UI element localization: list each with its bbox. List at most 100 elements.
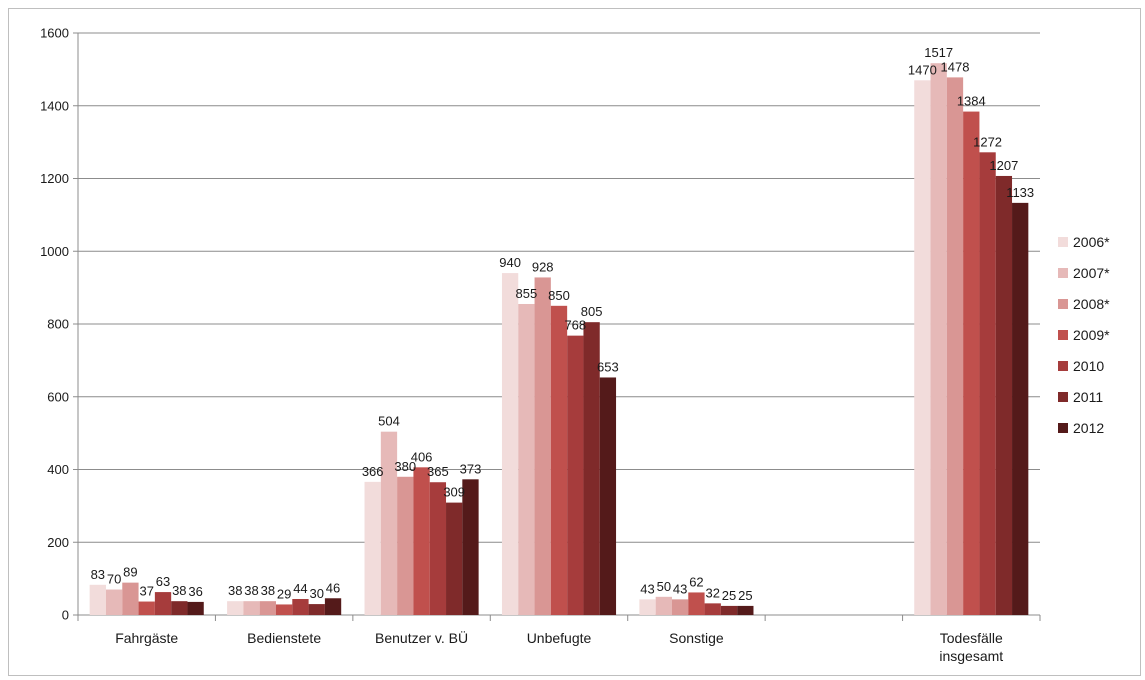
- chart-frame: [8, 8, 1141, 676]
- bar: [243, 601, 260, 615]
- data-label: 373: [460, 461, 482, 476]
- legend-swatch: [1058, 361, 1068, 371]
- legend-swatch: [1058, 392, 1068, 402]
- bar: [462, 479, 479, 615]
- legend: 2006* 2007* 2008* 2009* 2010 2011 2012: [1058, 234, 1110, 436]
- data-label: 38: [172, 583, 186, 598]
- data-label: 850: [548, 288, 570, 303]
- data-label: 37: [139, 584, 153, 599]
- legend-label: 2012: [1073, 420, 1104, 436]
- bar: [737, 605, 754, 615]
- data-label: 46: [326, 580, 340, 595]
- y-tick-label: 400: [47, 462, 69, 477]
- y-tick-label: 1200: [40, 171, 69, 186]
- bar: [446, 502, 463, 615]
- bars: [89, 63, 1029, 616]
- legend-swatch: [1058, 237, 1068, 247]
- data-label: 38: [228, 583, 242, 598]
- y-tick-label: 800: [47, 317, 69, 332]
- data-label: 43: [640, 581, 654, 596]
- data-label: 1207: [989, 158, 1018, 173]
- data-label: 406: [411, 449, 433, 464]
- data-label: 366: [362, 464, 384, 479]
- bar: [963, 111, 980, 615]
- bar: [567, 335, 584, 615]
- bar: [380, 431, 398, 615]
- y-tick-label: 600: [47, 389, 69, 404]
- bar: [655, 596, 672, 615]
- bar: [171, 601, 188, 615]
- legend-label: 2007*: [1073, 265, 1110, 281]
- legend-swatch: [1058, 299, 1068, 309]
- bar: [518, 303, 535, 615]
- data-label: 768: [564, 318, 586, 333]
- bar: [704, 603, 721, 615]
- bar: [720, 605, 738, 615]
- legend-swatch: [1058, 330, 1068, 340]
- bar: [397, 476, 414, 615]
- bar: [583, 322, 600, 615]
- bar: [429, 482, 447, 615]
- data-label: 1272: [973, 134, 1002, 149]
- gridlines: [78, 32, 1040, 543]
- bar: [979, 152, 996, 615]
- y-tick-label: 1400: [40, 98, 69, 113]
- bar: [187, 601, 204, 615]
- bar: [1012, 202, 1029, 615]
- data-label: 38: [244, 583, 258, 598]
- bar: [364, 481, 381, 615]
- legend-label: 2011: [1073, 389, 1103, 405]
- data-label: 1384: [957, 94, 986, 109]
- bar: [995, 175, 1013, 616]
- bar: [105, 589, 123, 615]
- bar: [930, 63, 947, 616]
- x-category-label: Benutzer v. BÜ: [375, 629, 468, 646]
- data-label: 25: [738, 588, 752, 603]
- x-category-label: Sonstige: [669, 630, 724, 646]
- legend-swatch: [1058, 423, 1068, 433]
- bar: [227, 601, 244, 615]
- data-label: 25: [722, 588, 736, 603]
- bar: [89, 584, 106, 615]
- legend-label: 2006*: [1073, 234, 1110, 250]
- data-label: 1517: [924, 45, 953, 60]
- y-tick-label: 1600: [40, 26, 69, 41]
- bar: [292, 598, 309, 615]
- data-label: 89: [123, 565, 137, 580]
- bar: [946, 77, 964, 615]
- legend-swatch: [1058, 268, 1068, 278]
- legend-label: 2010: [1073, 358, 1104, 374]
- data-label: 1478: [941, 59, 970, 74]
- data-label: 1133: [1006, 185, 1034, 200]
- y-tick-label: 0: [62, 608, 69, 623]
- bar: [324, 598, 342, 615]
- data-label: 38: [261, 583, 275, 598]
- bar: [671, 599, 689, 615]
- bar: [275, 604, 293, 615]
- data-label: 83: [91, 567, 105, 582]
- data-label: 62: [689, 574, 703, 589]
- data-label: 50: [657, 579, 671, 594]
- x-category-label: insgesamt: [939, 648, 1003, 664]
- bar: [534, 277, 551, 615]
- y-tick-label: 1000: [40, 244, 69, 259]
- bar: [550, 305, 568, 615]
- data-label: 29: [277, 586, 291, 601]
- data-label: 36: [188, 584, 202, 599]
- data-label: 309: [443, 485, 465, 500]
- data-label: 504: [378, 414, 400, 429]
- x-category-label: Bedienstete: [247, 630, 321, 646]
- data-label: 1470: [908, 62, 937, 77]
- bar: [599, 377, 617, 615]
- bar: [122, 582, 139, 615]
- x-category-label: Fahrgäste: [115, 630, 178, 646]
- bar: [413, 467, 430, 615]
- data-label: 30: [310, 586, 324, 601]
- data-label: 70: [107, 572, 121, 587]
- data-label: 44: [293, 581, 307, 596]
- data-label: 365: [427, 464, 449, 479]
- y-tick-label: 200: [47, 535, 69, 550]
- data-label: 63: [156, 574, 170, 589]
